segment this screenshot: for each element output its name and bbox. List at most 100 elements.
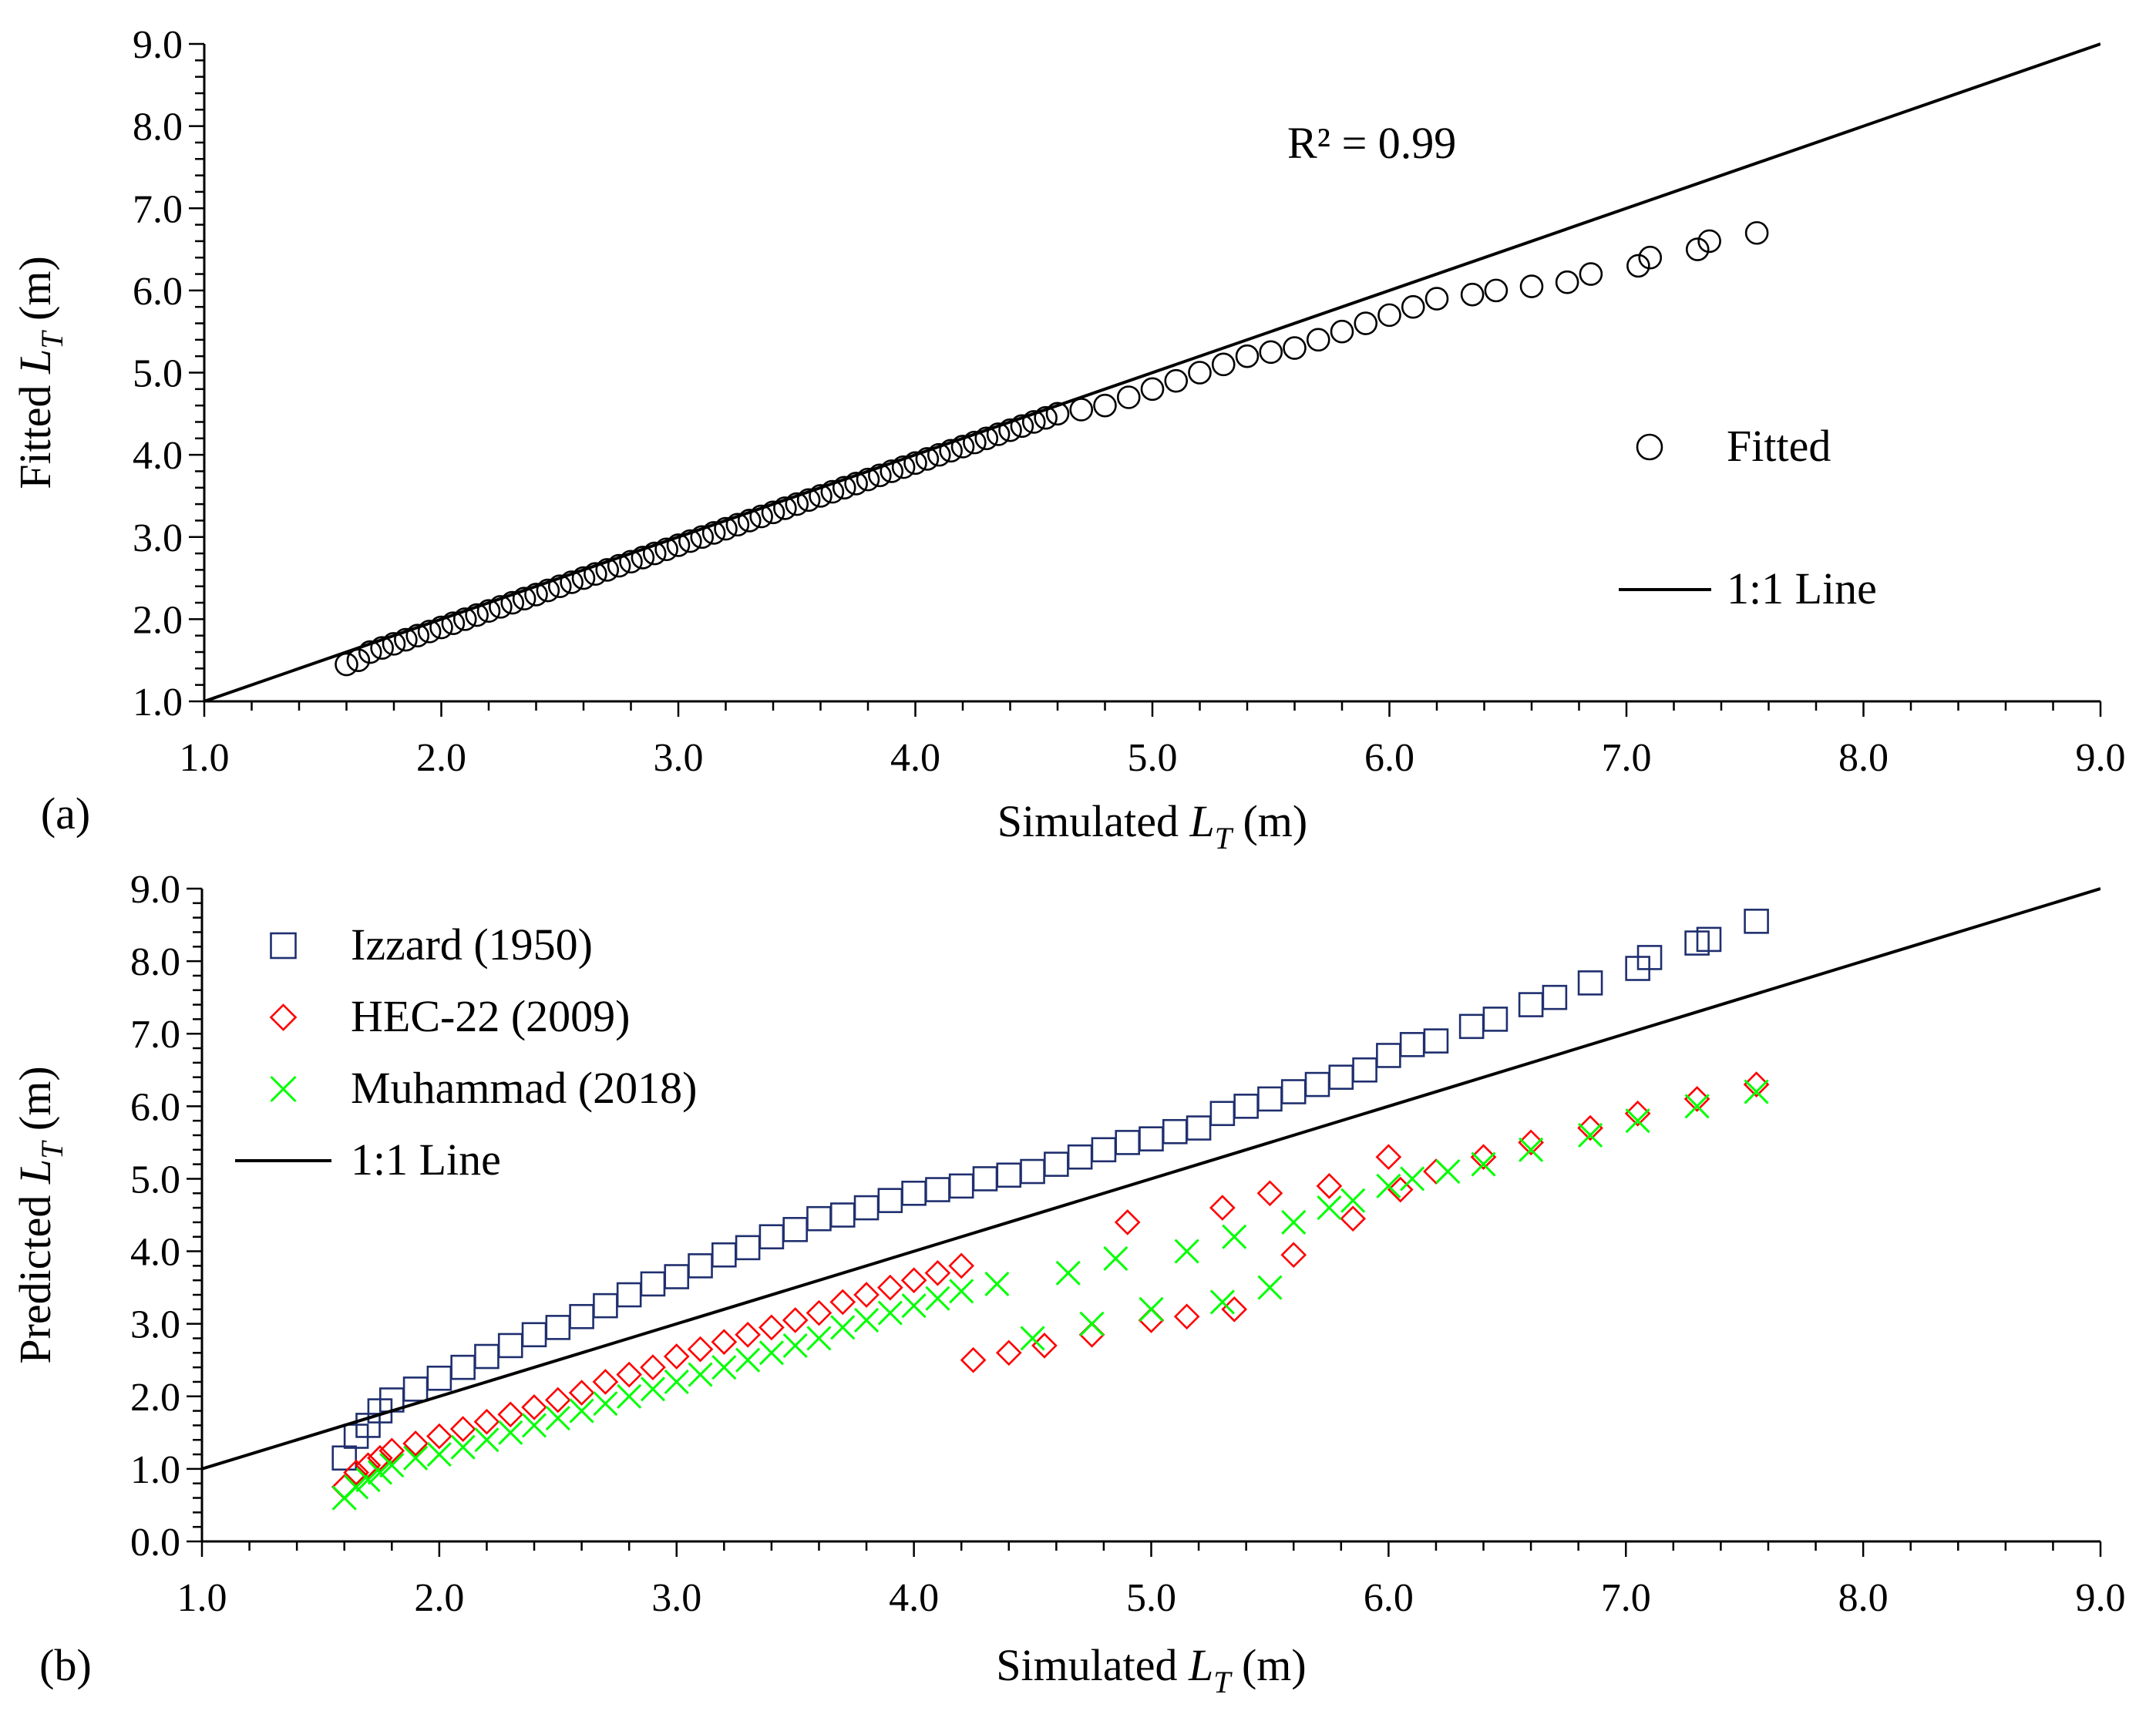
- x-tick-label: 6.0: [1364, 1576, 1414, 1620]
- data-point: [1116, 385, 1141, 409]
- data-point-stroke: [640, 1376, 666, 1402]
- data-point: [832, 476, 856, 500]
- data-point: [711, 1329, 738, 1356]
- legend-marker-stroke: [270, 1075, 297, 1103]
- data-point: [829, 1202, 856, 1228]
- data-point: [1423, 1028, 1449, 1054]
- data-point-stroke: [1340, 1188, 1366, 1213]
- data-point-stroke: [1257, 1275, 1283, 1300]
- legend-label: Fitted: [1727, 421, 1831, 471]
- data-point: [593, 1292, 618, 1319]
- data-point: [616, 1282, 642, 1308]
- data-point: [1697, 229, 1721, 254]
- data-point: [497, 1333, 523, 1359]
- data-point: [974, 426, 999, 451]
- x-tick-label: 9.0: [2076, 1576, 2126, 1620]
- data-point-stroke: [426, 1442, 452, 1467]
- data-point: [1079, 1311, 1105, 1336]
- data-point: [1330, 319, 1354, 344]
- data-point: [901, 1180, 927, 1206]
- data-point: [441, 611, 466, 636]
- data-point: [806, 1205, 832, 1232]
- data-point: [521, 1394, 547, 1420]
- data-point-stroke: [545, 1405, 570, 1431]
- y-tick-label: 4.0: [130, 1231, 180, 1275]
- data-point: [1354, 311, 1378, 335]
- data-point: [560, 570, 584, 594]
- data-point: [367, 1444, 393, 1471]
- data-point: [474, 1427, 499, 1453]
- data-point: [595, 558, 620, 582]
- data-point: [521, 1413, 547, 1438]
- data-point: [1458, 1013, 1485, 1040]
- data-point: [474, 1343, 499, 1370]
- data-point: [1306, 328, 1330, 352]
- data-point: [1636, 945, 1663, 970]
- data-point: [1222, 1224, 1247, 1249]
- x-tick-label: 4.0: [889, 1576, 939, 1620]
- data-point-stroke: [1376, 1173, 1401, 1198]
- data-point: [1328, 1064, 1354, 1090]
- data-point: [1377, 303, 1401, 328]
- data-point: [1624, 1100, 1651, 1127]
- data-point: [1138, 1307, 1165, 1333]
- data-point: [346, 648, 371, 672]
- y-tick-label: 3.0: [133, 516, 183, 560]
- data-point: [963, 430, 987, 455]
- data-point: [1400, 1166, 1425, 1192]
- data-point: [1283, 336, 1307, 360]
- data-point: [1020, 1326, 1045, 1351]
- data-point-stroke: [474, 1427, 499, 1453]
- legend-label: HEC-22 (2009): [351, 991, 630, 1041]
- data-point: [379, 1453, 405, 1478]
- data-point: [806, 1326, 832, 1351]
- data-point: [429, 615, 453, 640]
- data-point: [449, 1416, 476, 1442]
- data-point-stroke: [521, 1413, 547, 1438]
- data-point: [1211, 352, 1236, 377]
- data-point: [785, 492, 809, 516]
- series-circle: [335, 220, 1769, 677]
- data-point-stroke: [1519, 1137, 1544, 1162]
- data-point: [1069, 398, 1094, 422]
- data-point: [450, 1354, 476, 1380]
- data-point: [1055, 1260, 1081, 1286]
- data-point: [1519, 1137, 1544, 1162]
- y-axis-title: Fitted LT (m): [10, 256, 69, 489]
- y-tick-label: 1.0: [133, 681, 183, 724]
- data-point: [1235, 344, 1260, 368]
- data-point: [949, 1279, 974, 1304]
- data-point: [950, 435, 975, 459]
- data-point: [1376, 1173, 1401, 1198]
- data-point: [1031, 1333, 1058, 1359]
- data-point: [1518, 992, 1544, 1017]
- data-point: [1470, 1144, 1497, 1171]
- data-point-stroke: [901, 1293, 927, 1319]
- data-point-stroke: [853, 1307, 880, 1333]
- y-tick-label: 7.0: [133, 187, 183, 231]
- data-point: [900, 1267, 927, 1294]
- data-point: [688, 1253, 713, 1279]
- y-tick-label: 5.0: [130, 1158, 180, 1202]
- data-point: [402, 1376, 429, 1402]
- data-point: [972, 1166, 998, 1192]
- data-point-stroke: [355, 1467, 381, 1493]
- data-point: [1256, 1180, 1283, 1207]
- x-tick-label: 7.0: [1601, 1576, 1651, 1620]
- data-point-stroke: [1578, 1122, 1603, 1148]
- data-point-stroke: [1744, 1079, 1769, 1104]
- data-point: [891, 455, 916, 479]
- legend: Fitted 1:1 Line: [1619, 421, 1877, 613]
- data-point: [1139, 1296, 1164, 1322]
- y-tick-label: 9.0: [130, 868, 180, 912]
- data-point-stroke: [735, 1347, 761, 1373]
- data-point: [382, 632, 406, 656]
- data-point: [426, 1365, 452, 1391]
- data-point: [1577, 1114, 1603, 1141]
- y-tick-label: 5.0: [133, 352, 183, 396]
- data-point: [1093, 393, 1117, 418]
- data-point: [701, 521, 726, 545]
- data-point: [809, 484, 832, 508]
- y-tick-label: 2.0: [130, 1376, 180, 1420]
- data-point: [1078, 1321, 1105, 1348]
